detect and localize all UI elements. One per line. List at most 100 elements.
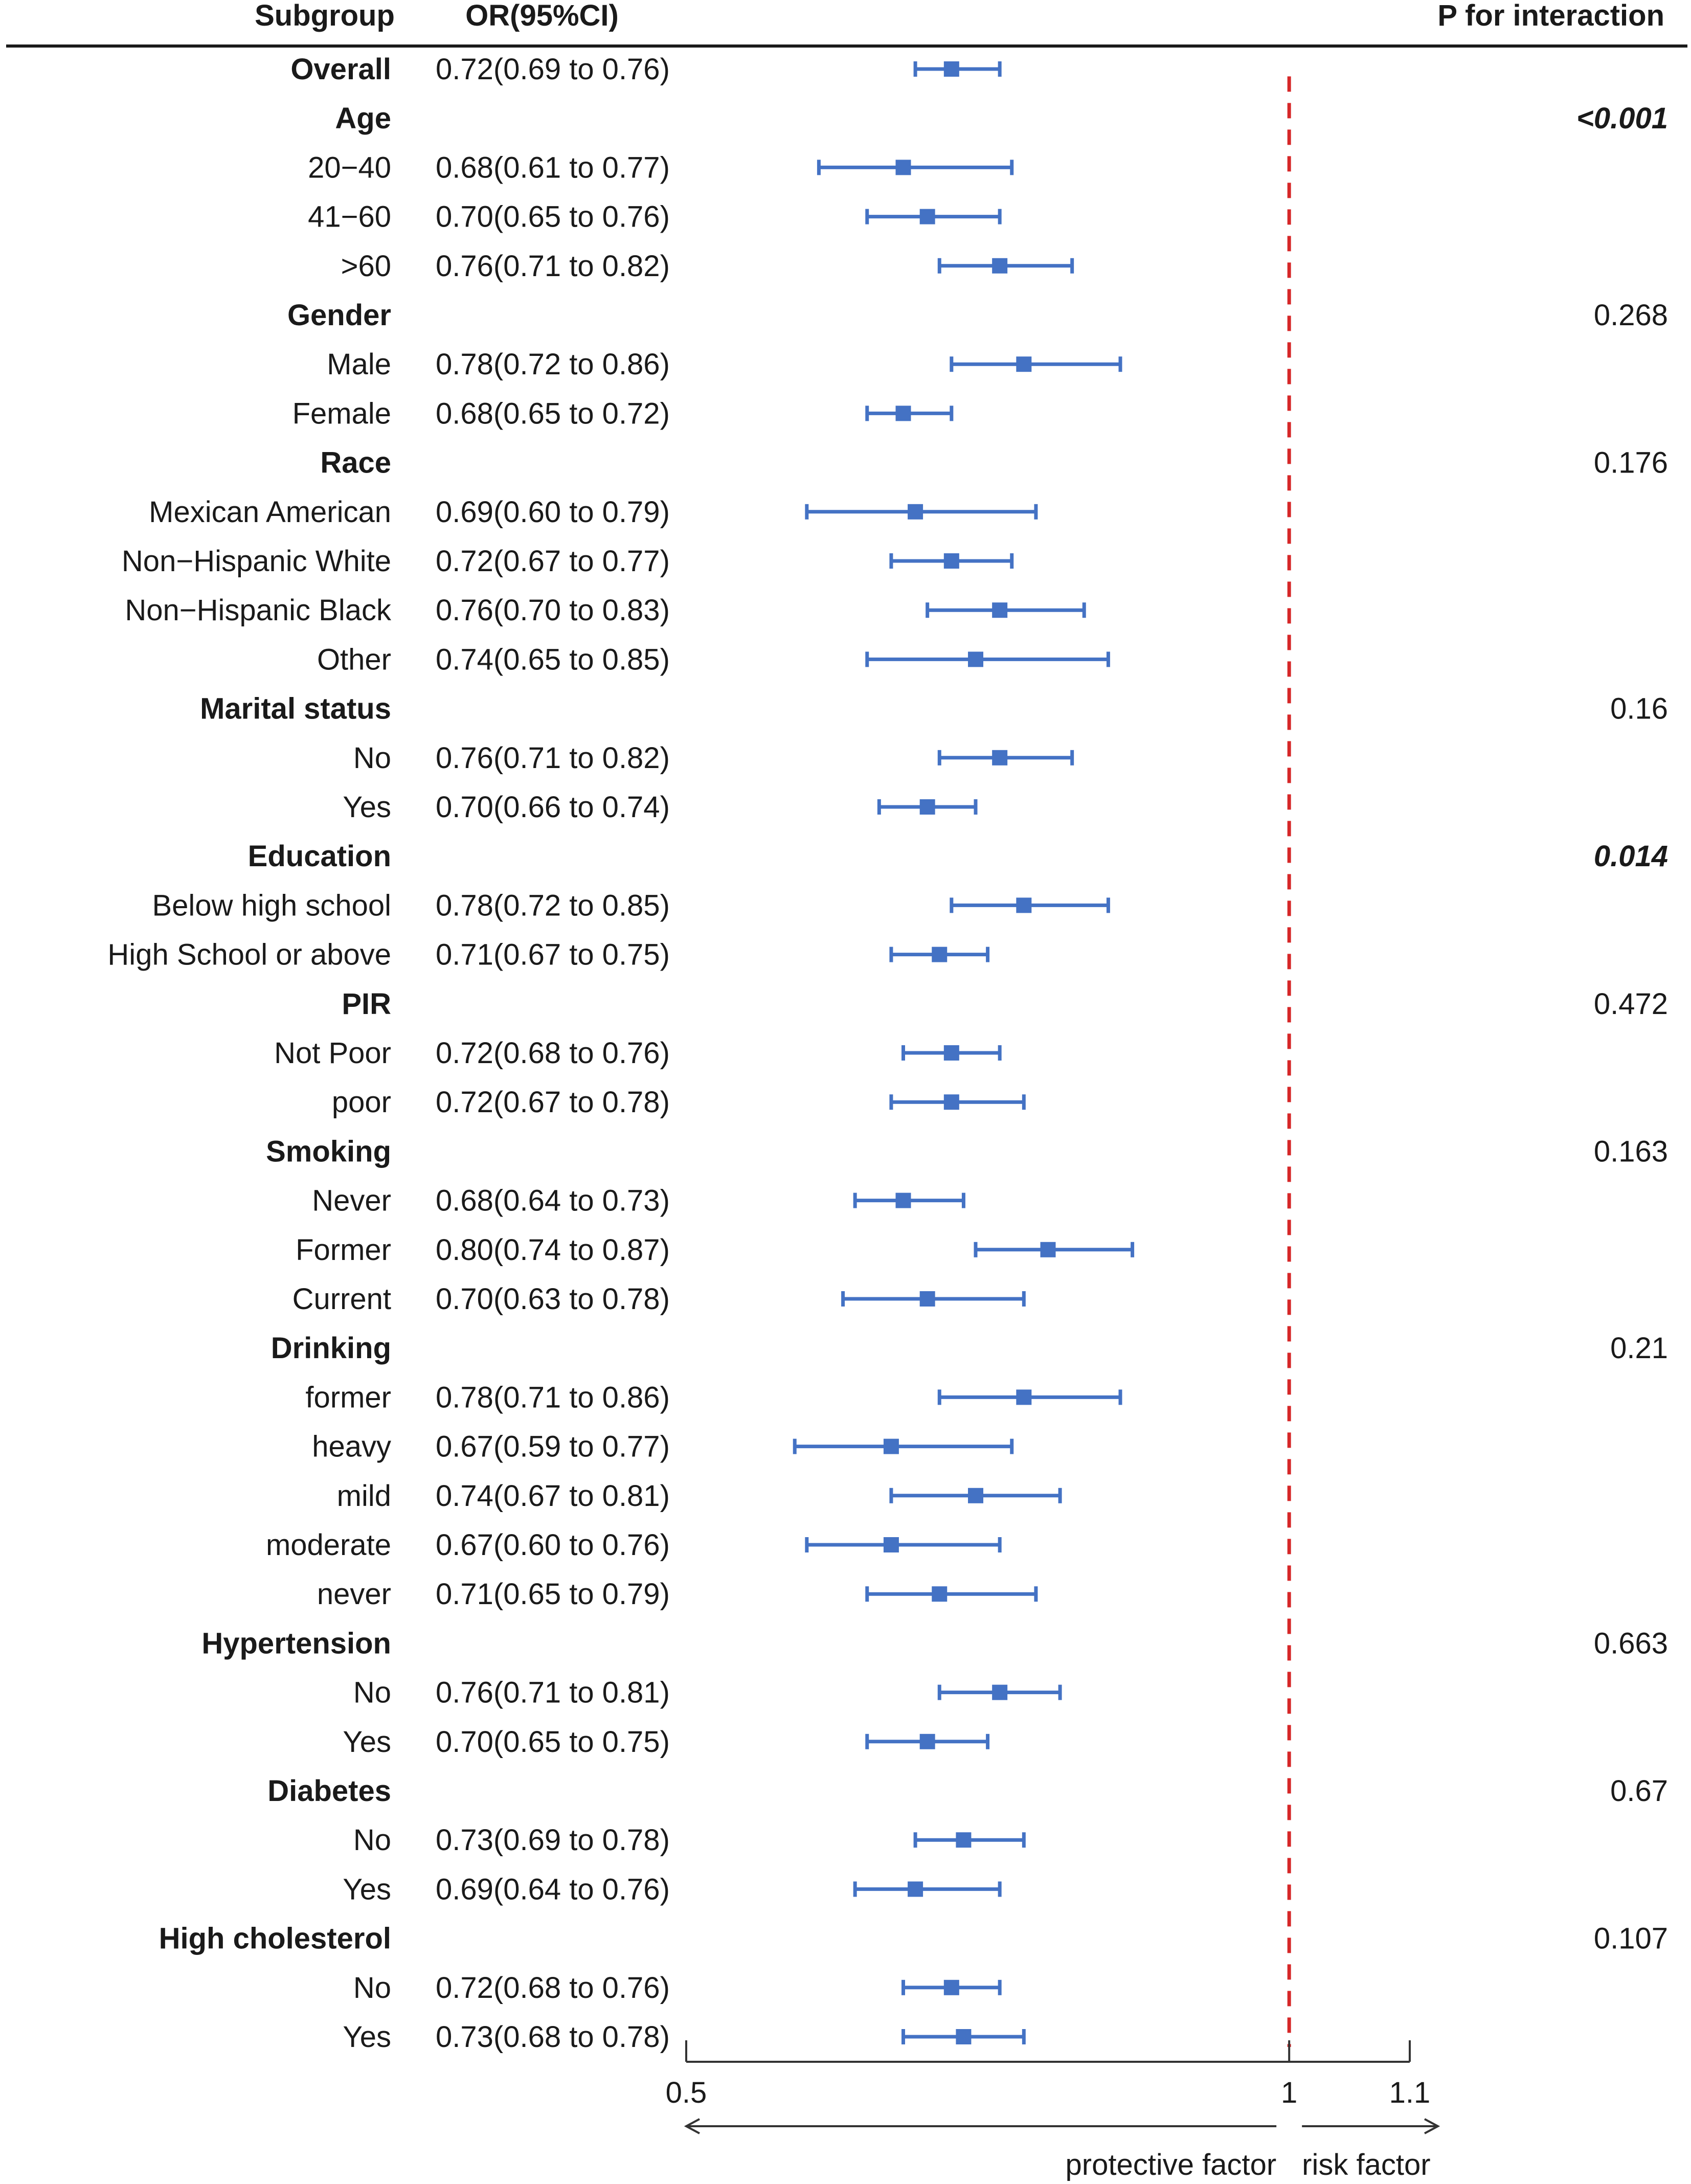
or-ci-text: 0.71(0.67 to 0.75) bbox=[436, 938, 670, 972]
p-interaction-value: 0.014 bbox=[1594, 840, 1668, 873]
header-subgroup: Subgroup bbox=[255, 0, 395, 32]
subgroup-label: Below high school bbox=[152, 889, 391, 922]
subgroup-row: No 0.73(0.69 to 0.78) bbox=[353, 1823, 1026, 1857]
or-point-marker bbox=[932, 947, 948, 962]
p-interaction-value: 0.268 bbox=[1594, 299, 1668, 332]
group-label: Age bbox=[335, 102, 391, 135]
or-point-marker bbox=[1040, 1242, 1056, 1257]
or-point-marker bbox=[956, 2029, 972, 2044]
subgroup-label: Non−Hispanic White bbox=[122, 545, 391, 578]
group-header-row: Gender 0.268 bbox=[287, 299, 1668, 332]
group-label: Race bbox=[320, 446, 391, 480]
group-header-row: Race 0.176 bbox=[320, 446, 1668, 480]
group-header-row: Age <0.001 bbox=[335, 102, 1668, 135]
or-ci-text: 0.67(0.59 to 0.77) bbox=[436, 1430, 670, 1463]
or-ci-text: 0.72(0.68 to 0.76) bbox=[436, 1037, 670, 1070]
protective-factor-label: protective factor bbox=[1066, 2148, 1277, 2181]
forest-rows: Overall 0.72(0.69 to 0.76) Age <0.001 20−40 0… bbox=[107, 53, 1668, 2054]
or-ci-text: 0.70(0.66 to 0.74) bbox=[436, 791, 670, 824]
or-ci-text: 0.69(0.60 to 0.79) bbox=[436, 496, 670, 529]
subgroup-row: heavy 0.67(0.59 to 0.77) bbox=[312, 1430, 1014, 1463]
or-point-marker bbox=[1016, 356, 1032, 372]
group-header-row: High cholesterol 0.107 bbox=[159, 1922, 1668, 1955]
subgroup-label: Yes bbox=[343, 791, 391, 824]
subgroup-label: never bbox=[317, 1578, 391, 1611]
or-ci-text: 0.70(0.65 to 0.76) bbox=[436, 200, 670, 234]
group-header-row: Marital status 0.16 bbox=[200, 692, 1668, 726]
subgroup-row: Yes 0.70(0.65 to 0.75) bbox=[343, 1725, 990, 1759]
p-interaction-value: 0.21 bbox=[1610, 1332, 1668, 1365]
or-point-marker bbox=[992, 258, 1008, 274]
or-ci-text: 0.72(0.67 to 0.78) bbox=[436, 1086, 670, 1119]
subgroup-label: Male bbox=[327, 348, 391, 381]
group-label: Education bbox=[248, 840, 391, 873]
subgroup-row: Non−Hispanic White 0.72(0.67 to 0.77) bbox=[122, 545, 1014, 578]
or-ci-text: 0.74(0.65 to 0.85) bbox=[436, 643, 670, 676]
group-label: Marital status bbox=[200, 692, 391, 726]
subgroup-label: former bbox=[305, 1381, 391, 1414]
or-ci-text: 0.67(0.60 to 0.76) bbox=[436, 1528, 670, 1562]
or-point-marker bbox=[895, 160, 911, 175]
p-interaction-value: 0.67 bbox=[1610, 1774, 1668, 1808]
p-interaction-value: 0.107 bbox=[1594, 1922, 1668, 1955]
subgroup-label: >60 bbox=[341, 250, 391, 283]
subgroup-row: Yes 0.69(0.64 to 0.76) bbox=[343, 1873, 1002, 1906]
subgroup-row: Below high school 0.78(0.72 to 0.85) bbox=[152, 889, 1110, 922]
subgroup-label: 41−60 bbox=[308, 200, 391, 234]
or-point-marker bbox=[943, 1045, 959, 1061]
or-point-marker bbox=[1016, 1389, 1032, 1405]
p-interaction-value: 0.472 bbox=[1594, 987, 1668, 1021]
subgroup-row: Other 0.74(0.65 to 0.85) bbox=[317, 643, 1110, 676]
or-ci-text: 0.76(0.71 to 0.81) bbox=[436, 1676, 670, 1709]
or-ci-text: 0.80(0.74 to 0.87) bbox=[436, 1233, 670, 1267]
group-header-row: Education 0.014 bbox=[248, 840, 1668, 873]
subgroup-label: Former bbox=[296, 1233, 391, 1267]
subgroup-row: Male 0.78(0.72 to 0.86) bbox=[327, 348, 1122, 381]
group-label: Drinking bbox=[271, 1332, 391, 1365]
or-ci-text: 0.78(0.71 to 0.86) bbox=[436, 1381, 670, 1414]
subgroup-row: No 0.72(0.68 to 0.76) bbox=[353, 1971, 1002, 2005]
or-point-marker bbox=[883, 1438, 899, 1454]
p-interaction-value: 0.663 bbox=[1594, 1627, 1668, 1660]
or-ci-text: 0.69(0.64 to 0.76) bbox=[436, 1873, 670, 1906]
or-ci-text: 0.68(0.65 to 0.72) bbox=[436, 397, 670, 430]
or-ci-text: 0.72(0.68 to 0.76) bbox=[436, 1971, 670, 2005]
or-ci-text: 0.76(0.71 to 0.82) bbox=[436, 741, 670, 775]
x-tick-label: 0.5 bbox=[666, 2076, 707, 2109]
subgroup-label: Other bbox=[317, 643, 391, 676]
group-label: Overall bbox=[290, 53, 391, 86]
or-point-marker bbox=[919, 1291, 935, 1307]
group-header-row: Hypertension 0.663 bbox=[201, 1627, 1668, 1660]
subgroup-row: Not Poor 0.72(0.68 to 0.76) bbox=[274, 1037, 1002, 1070]
risk-arrow-head bbox=[1424, 2118, 1440, 2134]
subgroup-row: High School or above 0.71(0.67 to 0.75) bbox=[107, 938, 990, 972]
or-point-marker bbox=[956, 1832, 972, 1848]
or-point-marker bbox=[932, 1586, 948, 1602]
group-header-row: Overall 0.72(0.69 to 0.76) bbox=[290, 53, 1002, 86]
or-point-marker bbox=[943, 553, 959, 569]
risk-factor-label: risk factor bbox=[1302, 2148, 1430, 2181]
header-p-interaction: P for interaction bbox=[1437, 0, 1664, 32]
subgroup-label: moderate bbox=[266, 1528, 391, 1562]
subgroup-label: Yes bbox=[343, 2020, 391, 2054]
subgroup-row: former 0.78(0.71 to 0.86) bbox=[305, 1381, 1122, 1414]
x-axis: 0.5 1 1.1 protective factor risk factor bbox=[666, 76, 1440, 2181]
subgroup-label: Current bbox=[292, 1282, 391, 1316]
p-interaction-value: <0.001 bbox=[1576, 102, 1668, 135]
subgroup-row: No 0.76(0.71 to 0.81) bbox=[353, 1676, 1062, 1709]
or-point-marker bbox=[895, 1192, 911, 1208]
subgroup-row: Mexican American 0.69(0.60 to 0.79) bbox=[149, 496, 1038, 529]
header-or-ci: OR(95%CI) bbox=[465, 0, 619, 32]
group-label: Hypertension bbox=[201, 1627, 391, 1660]
or-point-marker bbox=[992, 1684, 1008, 1700]
subgroup-label: No bbox=[353, 1971, 391, 2005]
subgroup-row: 41−60 0.70(0.65 to 0.76) bbox=[308, 200, 1002, 234]
or-ci-text: 0.76(0.71 to 0.82) bbox=[436, 250, 670, 283]
subgroup-label: Yes bbox=[343, 1873, 391, 1906]
or-ci-text: 0.72(0.67 to 0.77) bbox=[436, 545, 670, 578]
group-header-row: Diabetes 0.67 bbox=[267, 1774, 1668, 1808]
subgroup-label: Female bbox=[292, 397, 391, 430]
subgroup-label: No bbox=[353, 1823, 391, 1857]
subgroup-label: High School or above bbox=[107, 938, 391, 972]
